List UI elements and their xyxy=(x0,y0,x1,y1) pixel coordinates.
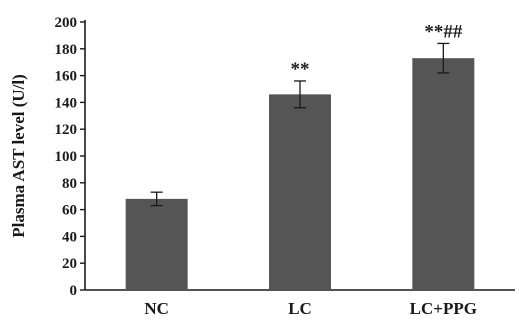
y-tick-label: 200 xyxy=(55,15,78,31)
bars xyxy=(125,58,475,291)
y-tick-label: 180 xyxy=(55,42,78,58)
category-labels: NC LC LC+PPG xyxy=(144,299,477,318)
y-axis: 0 20 40 60 80 100 120 140 160 180 200 xyxy=(55,15,86,299)
y-tick-label: 80 xyxy=(62,176,77,192)
y-tick-label: 140 xyxy=(55,95,78,111)
y-tick-label: 40 xyxy=(62,229,77,245)
category-label: LC+PPG xyxy=(410,299,477,318)
y-tick-label: 160 xyxy=(55,69,78,85)
y-axis-label: Plasma AST level (U/l) xyxy=(9,74,28,238)
annotations: ** **## xyxy=(291,21,463,80)
bar-lc xyxy=(269,94,331,290)
y-tick-label: 60 xyxy=(62,203,77,219)
y-tick-label: 20 xyxy=(62,256,77,272)
category-label: LC xyxy=(288,299,312,318)
y-tick-label: 0 xyxy=(70,283,78,299)
y-tick-label: 120 xyxy=(55,122,78,138)
bar-lc-ppg xyxy=(412,58,475,291)
y-tick-label: 100 xyxy=(55,149,78,165)
significance-annotation: ** xyxy=(291,59,310,80)
y-axis-label-group: Plasma AST level (U/l) xyxy=(9,74,28,238)
significance-annotation: **## xyxy=(424,21,463,42)
category-label: NC xyxy=(144,299,169,318)
error-bars xyxy=(150,42,450,207)
bar-nc xyxy=(125,198,188,290)
